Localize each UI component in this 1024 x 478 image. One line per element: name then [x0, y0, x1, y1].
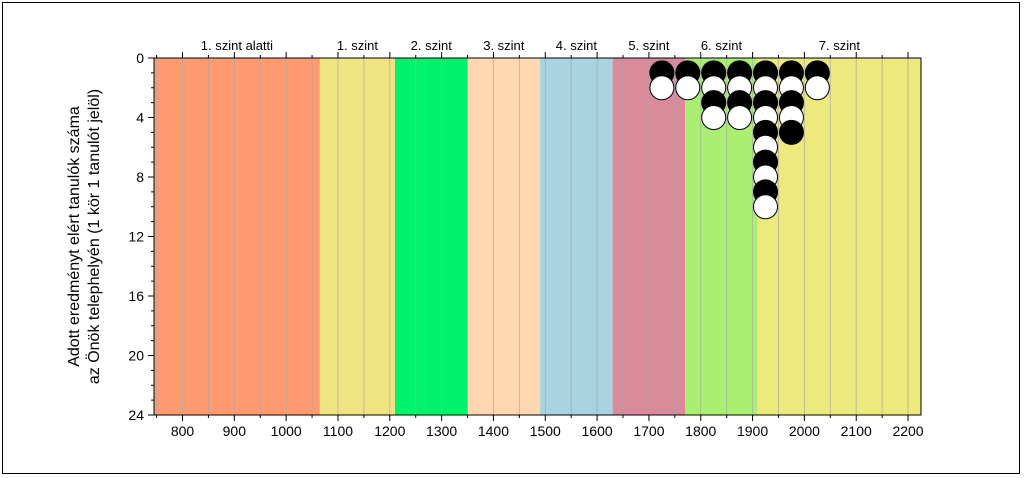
x-tick-label: 1200 — [374, 423, 405, 439]
level-label-6: 5. szint — [628, 38, 670, 53]
vertical-gridlines — [156, 58, 909, 415]
axis-labels: Adott eredményt elért tanulók száma az Ö… — [66, 38, 924, 439]
axes — [148, 52, 922, 421]
y-axis-label-line2: az Önök telephelyén (1 kör 1 tanulót jel… — [85, 89, 103, 384]
level-label-3: 2. szint — [411, 38, 453, 53]
student-marker — [727, 105, 753, 130]
x-tick-label: 1700 — [633, 423, 664, 439]
x-tick-label: 1300 — [426, 423, 457, 439]
x-tick-label: 1400 — [478, 423, 509, 439]
level-label-5: 4. szint — [556, 38, 598, 53]
student-marker — [675, 75, 701, 101]
student-marker — [753, 194, 779, 220]
x-tick-label: 1600 — [582, 423, 613, 439]
student-marker — [778, 119, 804, 145]
student-marker — [804, 75, 830, 101]
x-tick-label: 1500 — [530, 423, 561, 439]
level-label-1: 1. szint alatti — [201, 38, 273, 53]
y-tick-label: 24 — [128, 407, 144, 423]
level-band-2 — [319, 58, 395, 415]
chart-svg: Adott eredményt elért tanulók száma az Ö… — [66, 38, 924, 439]
y-tick-label: 4 — [136, 110, 144, 126]
level-bands — [154, 58, 921, 415]
level-label-4: 3. szint — [483, 38, 525, 53]
level-band-5 — [540, 58, 613, 415]
y-axis-label-line1: Adott eredményt elért tanulók száma — [66, 106, 83, 367]
level-band-1 — [154, 58, 320, 415]
x-tick-label: 2000 — [789, 423, 820, 439]
y-tick-label: 12 — [128, 229, 144, 245]
x-tick-label: 2100 — [841, 423, 872, 439]
y-tick-label: 20 — [128, 348, 144, 364]
x-tick-label: 2200 — [892, 423, 923, 439]
student-marker — [701, 105, 727, 130]
x-tick-label: 1800 — [685, 423, 716, 439]
x-tick-label: 1900 — [737, 423, 768, 439]
level-band-4 — [467, 58, 541, 415]
y-tick-label: 0 — [136, 50, 144, 66]
x-tick-label: 1100 — [323, 423, 353, 439]
level-label-8: 7. szint — [819, 38, 861, 53]
level-label-7: 6. szint — [701, 38, 743, 53]
level-band-3 — [394, 58, 468, 415]
x-tick-label: 900 — [223, 423, 247, 439]
student-marker — [649, 75, 675, 101]
x-tick-label: 800 — [171, 423, 195, 439]
y-tick-label: 8 — [136, 169, 144, 185]
y-tick-label: 16 — [128, 288, 144, 304]
x-tick-label: 1000 — [271, 423, 302, 439]
level-label-2: 1. szint — [337, 38, 379, 53]
student-markers — [649, 60, 830, 220]
